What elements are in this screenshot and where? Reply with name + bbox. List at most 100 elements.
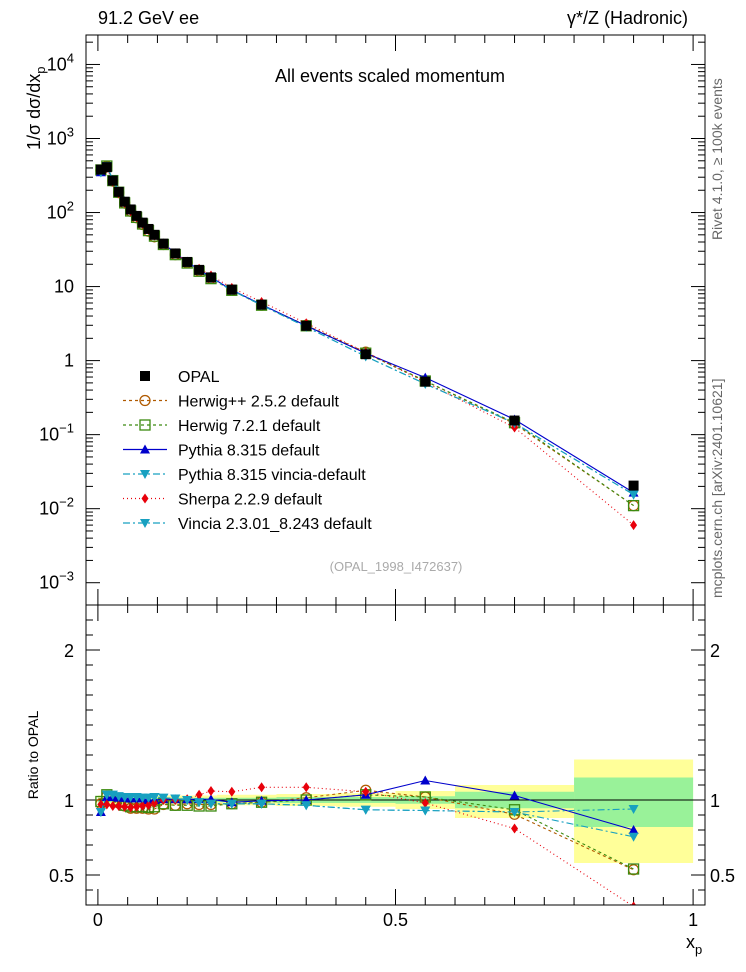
legend-entry: Vincia 2.3.01_8.243 default	[178, 516, 372, 533]
ratio-series-point	[420, 775, 431, 785]
ratio-series-point	[631, 901, 637, 905]
header-process-label: γ*/Z (Hadronic)	[567, 8, 688, 28]
opal-data-point	[205, 272, 216, 283]
main-y-tick-base: 10	[39, 573, 59, 593]
ratio-series-line	[100, 794, 634, 813]
main-y-axis-label-text: 1/σ dσ/dx	[24, 74, 44, 150]
opal-data-point	[95, 164, 106, 175]
legend-marker	[139, 419, 151, 431]
ratio-series-point	[182, 796, 193, 805]
ratio-y-tick-label-right: 1	[710, 791, 720, 811]
legend-entry: Pythia 8.315 default	[178, 443, 320, 460]
svg-text:1/σ dσ/dxp: 1/σ dσ/dxp	[24, 67, 48, 151]
ratio-series-point	[421, 798, 429, 808]
main-y-tick-base: 10	[47, 203, 67, 223]
ratio-series-point	[103, 799, 111, 810]
main-y-tick-label: 10	[54, 277, 74, 297]
ratio-series-point	[256, 799, 267, 809]
ratio-series-point	[115, 801, 123, 811]
opal-data-point	[170, 248, 181, 259]
ratio-series-point	[149, 793, 160, 802]
ratio-series-line	[100, 789, 634, 871]
ratio-series	[95, 775, 640, 905]
ratio-series-point	[150, 798, 158, 808]
ratio-series-point	[301, 801, 312, 811]
x-tick-label: 1	[688, 910, 698, 930]
main-y-tick-label: 10−2	[39, 495, 74, 519]
ratio-series-point	[628, 832, 639, 842]
series-line	[100, 165, 634, 507]
x-axis-label-text: x	[686, 932, 695, 952]
ratio-series-point	[139, 801, 147, 811]
legend-entry: Herwig++ 2.5.2 default	[178, 394, 340, 411]
ratio-y-tick-label-right: 2	[710, 641, 720, 661]
main-y-tick-base: 10	[39, 499, 59, 519]
x-tick-label: 0.5	[383, 910, 408, 930]
ratio-series-point	[143, 793, 154, 803]
series-line	[100, 165, 634, 496]
legend-marker	[140, 519, 150, 528]
legend: OPAL Herwig++ 2.5.2 default Herwig 7.2.1 d…	[123, 369, 372, 533]
opal-data-points	[95, 162, 639, 491]
ratio-series-line	[100, 779, 634, 831]
main-y-tick-label: 104	[47, 50, 74, 74]
opal-data-point	[143, 223, 154, 234]
ratio-y-tick-label: 2	[64, 641, 74, 661]
x-axis-label: xp	[686, 932, 702, 957]
ratio-series-point	[194, 798, 205, 808]
ratio-series-point	[226, 799, 237, 809]
opal-data-point	[137, 217, 148, 228]
uncertainty-band-green	[574, 777, 694, 827]
opal-data-point	[628, 480, 639, 491]
main-y-tick-exponent: −3	[59, 569, 74, 584]
legend-entry: Pythia 8.315 vincia-default	[178, 467, 366, 484]
main-y-tick-label: 10−3	[39, 569, 74, 593]
ratio-series-point	[258, 782, 266, 793]
legend-entry: Sherpa 2.2.9 default	[178, 492, 323, 509]
rivet-version-label: Rivet 4.1.0, ≥ 100k events	[709, 78, 725, 240]
opal-data-point	[131, 210, 142, 221]
analysis-id-watermark: (OPAL_1998_I472637)	[330, 559, 463, 574]
main-y-tick-label: 102	[47, 199, 74, 223]
uncertainty-bands	[97, 759, 694, 863]
main-y-tick-exponent: −1	[59, 421, 74, 436]
opal-data-point	[301, 320, 312, 331]
opal-data-point	[509, 415, 520, 426]
ratio-series-point	[420, 806, 431, 816]
series-point	[628, 490, 639, 500]
main-y-tick-label: 1	[64, 351, 74, 371]
ratio-series-point	[205, 799, 216, 809]
ratio-y-tick-label-right: 0.5	[710, 866, 735, 886]
ratio-series-point	[627, 863, 640, 875]
main-y-tick-exponent: −2	[59, 495, 74, 510]
main-y-axis-label: 1/σ dσ/dxp	[24, 67, 48, 151]
legend-marker	[141, 493, 149, 504]
opal-data-point	[113, 186, 124, 197]
opal-data-point	[182, 256, 193, 267]
opal-data-point	[125, 204, 136, 215]
ratio-series-point	[195, 789, 203, 800]
ratio-panel-frame	[85, 604, 706, 906]
main-y-tick-exponent: 4	[67, 50, 74, 65]
opal-data-point	[158, 238, 169, 249]
legend-marker	[139, 394, 151, 407]
ratio-y-tick-label: 0.5	[49, 866, 74, 886]
opal-data-point	[360, 349, 371, 360]
opal-data-point	[107, 175, 118, 186]
legend-entry: Herwig 7.2.1 default	[178, 418, 321, 435]
ratio-series-point	[109, 801, 117, 811]
legend-marker	[140, 470, 150, 479]
ratio-axes: 0.5 0.5 1 1 2 2 0 0.5 1	[49, 605, 735, 930]
ratio-series-point	[207, 786, 215, 796]
ratio-series-point	[362, 786, 370, 797]
ratio-series-point	[509, 790, 520, 800]
ratio-series-point	[627, 864, 640, 876]
main-y-tick-base: 10	[47, 54, 67, 74]
series-point	[630, 520, 638, 531]
series-point	[627, 499, 640, 512]
ratio-series-point	[158, 793, 169, 803]
x-tick-label: 0	[93, 910, 103, 930]
opal-data-point	[101, 162, 112, 173]
